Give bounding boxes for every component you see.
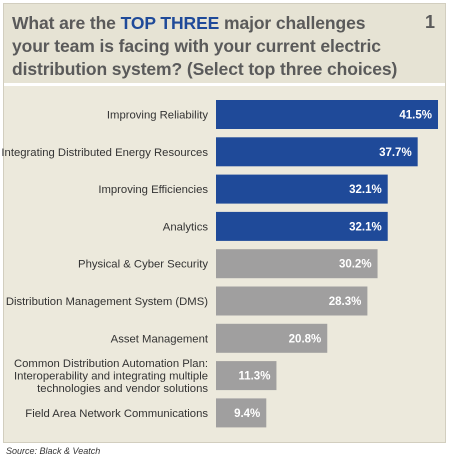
category-label-5: Distribution Management System (DMS) <box>6 296 208 308</box>
bar-7 <box>216 361 277 391</box>
bar-6 <box>216 323 328 353</box>
question-title: What are the TOP THREE major challenges … <box>12 12 404 81</box>
category-label-1: Integrating Distributed Energy Resources <box>1 147 208 159</box>
bar-4 <box>216 249 378 279</box>
question-highlight: TOP THREE <box>120 13 220 33</box>
source-note: Source: Black & Veatch <box>6 446 101 456</box>
value-label-3: 32.1% <box>349 221 382 233</box>
category-label-3: Analytics <box>163 221 209 233</box>
value-label-8: 9.4% <box>234 408 260 420</box>
value-label-4: 30.2% <box>339 259 372 271</box>
value-label-6: 20.8% <box>289 333 322 345</box>
value-label-2: 32.1% <box>349 184 382 196</box>
bar-8 <box>216 398 267 428</box>
category-label-2: Improving Efficiencies <box>98 184 208 196</box>
value-label-1: 37.7% <box>379 147 412 159</box>
bar-5 <box>216 286 368 316</box>
value-label-5: 28.3% <box>329 296 362 308</box>
category-label-7-line-1: Interoperability and integrating multipl… <box>14 371 208 383</box>
category-label-8: Field Area Network Communications <box>25 408 208 420</box>
chart-header: What are the TOP THREE major challenges … <box>4 4 445 86</box>
bar-0 <box>216 100 438 129</box>
category-label-0: Improving Reliability <box>107 110 208 122</box>
category-label-7-line-0: Common Distribution Automation Plan: <box>14 358 208 370</box>
figure-number: 1 <box>424 12 435 32</box>
value-label-0: 41.5% <box>399 110 432 122</box>
bar-2 <box>216 174 388 204</box>
question-suffix: major challenges your team is facing wit… <box>12 13 398 79</box>
category-label-7-line-2: technologies and vendor solutions <box>37 383 208 395</box>
bar-1 <box>216 137 418 167</box>
category-label-4: Physical & Cyber Security <box>78 259 208 271</box>
question-prefix: What are the <box>12 13 121 33</box>
bar-3 <box>216 211 388 241</box>
value-label-7: 11.3% <box>238 371 270 383</box>
category-label-6: Asset Management <box>111 333 209 345</box>
